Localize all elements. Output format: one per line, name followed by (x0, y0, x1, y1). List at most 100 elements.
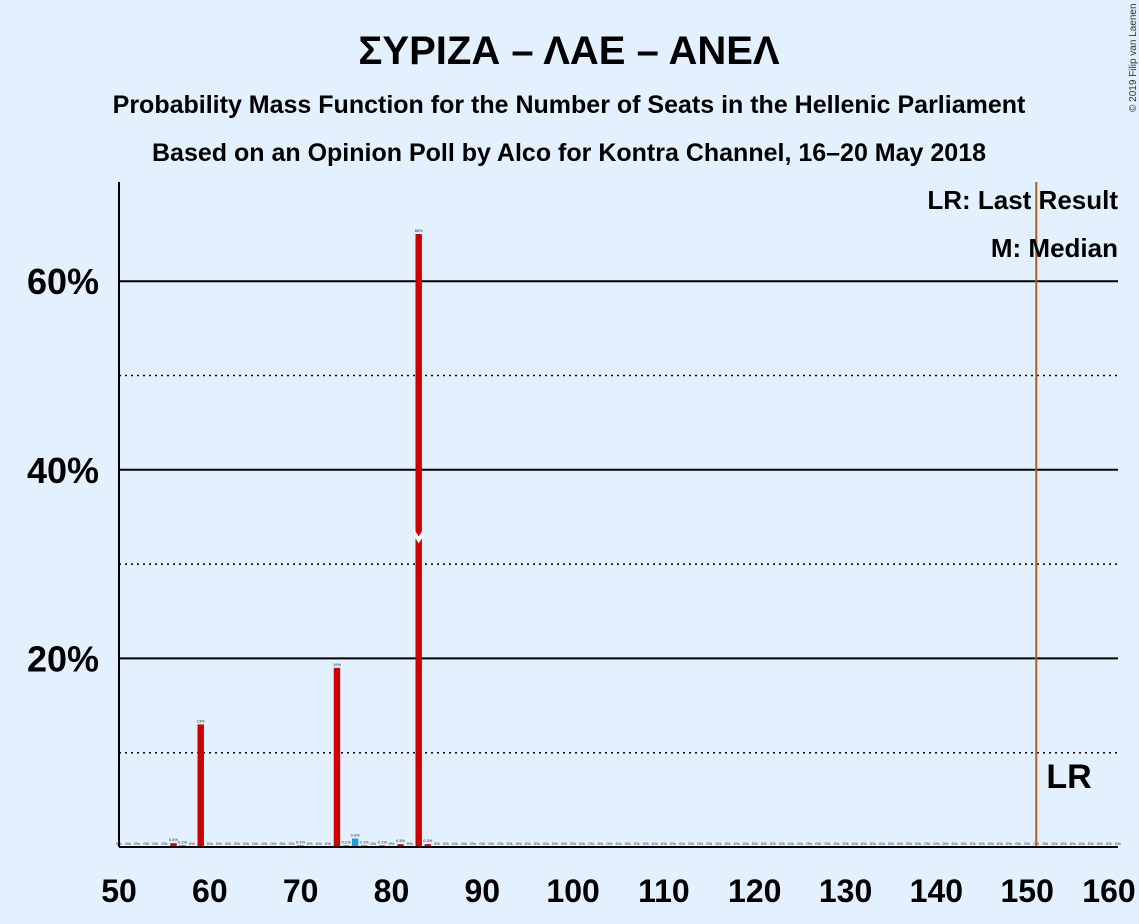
zero-value-label: 0% (271, 841, 277, 846)
bars-layer: 0%0%0%0%0%0%0.4%0.1%0%13%0%0%0%0%0%0%0%0… (116, 228, 1121, 848)
y-tick-label: 20% (27, 638, 99, 679)
x-tick-label: 90 (464, 873, 500, 909)
zero-value-label: 0% (134, 841, 140, 846)
bar-seat-74 (333, 667, 341, 847)
zero-value-label: 0% (961, 841, 967, 846)
zero-value-label: 0% (988, 841, 994, 846)
zero-value-label: 0% (1115, 841, 1121, 846)
x-tick-label: 100 (546, 873, 599, 909)
zero-value-label: 0% (870, 841, 876, 846)
zero-value-label: 0% (752, 841, 758, 846)
zero-value-label: 0% (370, 841, 376, 846)
bar-seat-84 (424, 844, 431, 847)
zero-value-label: 0% (452, 841, 458, 846)
x-tick-label: 120 (728, 873, 781, 909)
x-tick-label: 60 (192, 873, 228, 909)
zero-value-label: 0% (525, 841, 531, 846)
zero-value-label: 0% (289, 841, 295, 846)
zero-value-label: 0% (924, 841, 930, 846)
zero-value-label: 0% (579, 841, 585, 846)
zero-value-label: 0% (216, 841, 222, 846)
zero-value-label: 0% (770, 841, 776, 846)
x-tick-label: 80 (374, 873, 410, 909)
zero-value-label: 0% (561, 841, 567, 846)
zero-value-label: 0% (1088, 841, 1094, 846)
axis-layer: 20% 40% 60% 50 60 70 80 90 100 110 120 130 140 150 160 (27, 182, 1136, 909)
zero-value-label: 0% (670, 841, 676, 846)
zero-value-label: 0% (597, 841, 603, 846)
zero-value-label: 0% (543, 841, 549, 846)
zero-value-label: 0% (1042, 841, 1048, 846)
zero-value-label: 0% (888, 841, 894, 846)
zero-value-label: 0% (280, 841, 286, 846)
zero-value-label: 0% (152, 841, 158, 846)
zero-value-label: 0% (743, 841, 749, 846)
zero-value-label: 0% (516, 841, 522, 846)
x-tick-label: 110 (638, 873, 690, 909)
zero-value-label: 0% (1015, 841, 1021, 846)
zero-value-label: 0% (261, 841, 267, 846)
zero-value-label: 0% (252, 841, 258, 846)
bar-value-label: 65% (415, 228, 423, 233)
legend-last-result: LR: Last Result (927, 185, 1118, 215)
x-tick-label: 130 (819, 873, 872, 909)
legend-median: M: Median (991, 233, 1118, 263)
zero-value-label: 0% (679, 841, 685, 846)
zero-value-label: 0% (779, 841, 785, 846)
copyright-note: © 2019 Filip van Laenen (1128, 3, 1139, 112)
bar-value-label: 0.1% (296, 840, 306, 845)
zero-value-label: 0% (616, 841, 622, 846)
zero-value-label: 0% (389, 841, 395, 846)
zero-value-label: 0% (307, 841, 313, 846)
bar-value-label: 0.1% (178, 840, 188, 845)
zero-value-label: 0% (470, 841, 476, 846)
zero-value-label: 0% (325, 841, 331, 846)
zero-value-label: 0% (933, 841, 939, 846)
zero-value-label: 0% (316, 841, 322, 846)
zero-value-label: 0% (852, 841, 858, 846)
zero-value-label: 0% (952, 841, 958, 846)
zero-value-label: 0% (879, 841, 885, 846)
zero-value-label: 0% (498, 841, 504, 846)
zero-value-label: 0% (634, 841, 640, 846)
bar-value-label: 0.9% (351, 833, 361, 838)
zero-value-label: 0% (788, 841, 794, 846)
zero-value-label: 0% (897, 841, 903, 846)
zero-value-label: 0% (706, 841, 712, 846)
zero-value-label: 0% (688, 841, 694, 846)
zero-value-label: 0% (661, 841, 667, 846)
bar-value-label: 0.3% (423, 838, 433, 843)
zero-value-label: 0% (162, 841, 168, 846)
zero-value-label: 0% (643, 841, 649, 846)
bar-value-label: 0.3% (396, 838, 406, 843)
zero-value-label: 0% (861, 841, 867, 846)
y-tick-label: 40% (27, 450, 99, 491)
bar-value-label: 19% (333, 662, 341, 667)
x-tick-label: 150 (1000, 873, 1053, 909)
zero-value-label: 0% (1006, 841, 1012, 846)
zero-value-label: 0% (697, 841, 703, 846)
zero-value-label: 0% (824, 841, 830, 846)
x-tick-label: 140 (910, 873, 963, 909)
bar-seat-56 (170, 843, 177, 847)
zero-value-label: 0% (1070, 841, 1076, 846)
zero-value-label: 0% (588, 841, 594, 846)
zero-value-label: 0% (652, 841, 658, 846)
zero-value-label: 0% (443, 841, 449, 846)
zero-value-label: 0% (570, 841, 576, 846)
zero-value-label: 0% (407, 841, 413, 846)
chart-subtitle: Probability Mass Function for the Number… (113, 91, 1026, 119)
zero-value-label: 0% (479, 841, 485, 846)
zero-value-label: 0% (979, 841, 985, 846)
zero-value-label: 0% (461, 841, 467, 846)
zero-value-label: 0% (207, 841, 213, 846)
bar-value-label: 0.1% (341, 840, 351, 845)
zero-value-label: 0% (1106, 841, 1112, 846)
zero-value-label: 0% (997, 841, 1003, 846)
zero-value-label: 0% (488, 841, 494, 846)
zero-value-label: 0% (434, 841, 440, 846)
zero-value-label: 0% (234, 841, 240, 846)
zero-value-label: 0% (534, 841, 540, 846)
